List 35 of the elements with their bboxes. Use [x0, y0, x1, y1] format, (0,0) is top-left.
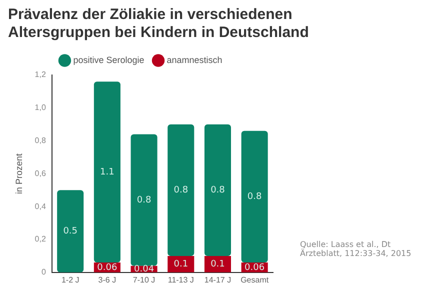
x-tick-label: Gesamt [240, 275, 270, 284]
data-label: 0.5 [63, 226, 78, 237]
y-tick-label: 0,2 [34, 234, 46, 244]
y-tick-label: 1,2 [34, 70, 46, 80]
x-tick-label: 14-17 J [204, 275, 232, 284]
bar [204, 124, 231, 256]
data-label: 0.8 [136, 195, 152, 206]
data-label: 0.8 [247, 192, 262, 202]
data-label: 1.1 [100, 167, 114, 178]
y-tick-label: 1,0 [34, 103, 46, 112]
y-tick-label: 0,4 [34, 202, 46, 211]
x-tick-label: 1-2 J [61, 275, 80, 284]
data-label: 0.04 [134, 264, 154, 274]
y-axis-title: in Prozent [14, 152, 24, 194]
x-tick-label: 11-13 J [168, 275, 194, 284]
data-label: 0.1 [210, 260, 225, 270]
data-label: 0.8 [210, 185, 226, 196]
source-note: Quelle: Laass et al., Dt Ärzteblatt, 112:33-34, 2015 [300, 240, 412, 258]
bar [241, 130, 268, 263]
x-tick-label: 3-6 J [98, 275, 116, 284]
y-tick-label: 0,8 [34, 136, 46, 146]
bar [94, 82, 120, 263]
x-tick-label: 7-10 J [132, 275, 156, 284]
legend-label: positive Serologie [73, 54, 144, 65]
y-tick-label: 0,6 [34, 168, 46, 178]
y-tick-label: 0 [41, 268, 46, 277]
data-label: 0.1 [174, 260, 188, 270]
bar [57, 190, 84, 272]
legend-label: anamnestisch [166, 54, 222, 65]
data-label: 0.06 [97, 262, 118, 273]
data-label: 0.06 [244, 262, 265, 273]
bar [168, 124, 194, 256]
bar [130, 134, 158, 266]
chart-title: Prävalenz der Zöliakie in verschiedenen Altersgruppen bei Kindern in Deutschland [8, 6, 310, 42]
data-label: 0.8 [174, 185, 188, 196]
